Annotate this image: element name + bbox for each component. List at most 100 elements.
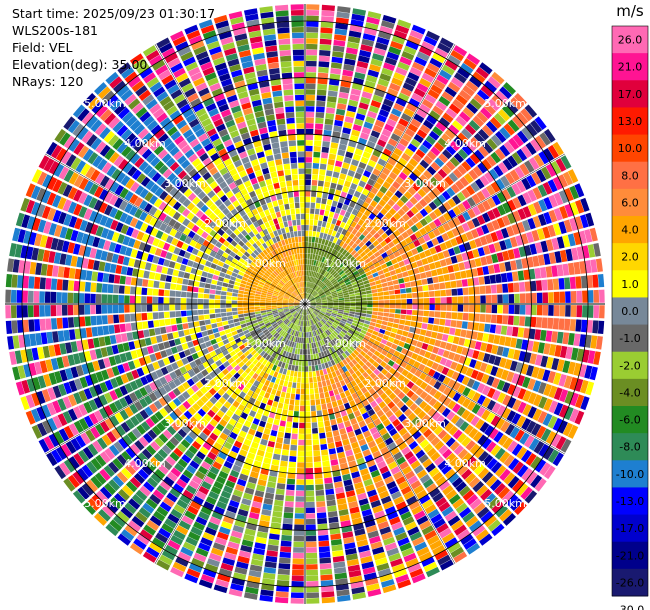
velocity-gate: [318, 66, 329, 74]
velocity-gate: [332, 295, 338, 298]
velocity-gate: [241, 326, 249, 332]
velocity-gate: [192, 315, 199, 322]
velocity-gate: [295, 307, 301, 311]
velocity-gate: [321, 363, 326, 370]
velocity-gate: [390, 355, 398, 363]
velocity-gate: [511, 443, 523, 456]
velocity-gate: [306, 4, 320, 10]
velocity-gate: [484, 80, 498, 93]
velocity-gate: [309, 382, 314, 389]
velocity-gate: [276, 408, 283, 415]
velocity-gate: [501, 215, 511, 227]
velocity-gate: [155, 265, 163, 273]
velocity-gate: [438, 383, 447, 393]
velocity-gate: [144, 384, 153, 394]
velocity-gate: [485, 475, 498, 488]
velocity-gate: [284, 506, 294, 513]
velocity-gate: [523, 269, 530, 280]
velocity-gate: [440, 418, 450, 429]
velocity-gate: [262, 352, 269, 359]
velocity-gate: [220, 304, 226, 309]
velocity-gate: [305, 270, 307, 276]
velocity-gate: [282, 301, 289, 304]
velocity-gate: [317, 421, 324, 428]
velocity-gate: [401, 418, 411, 427]
velocity-gate: [284, 345, 289, 352]
velocity-gate: [419, 272, 427, 279]
velocity-gate: [553, 192, 564, 206]
velocity-gate: [358, 498, 369, 506]
velocity-gate: [518, 246, 526, 258]
velocity-gate: [422, 233, 431, 242]
velocity-gate: [531, 229, 540, 242]
velocity-gate: [373, 232, 381, 240]
velocity-gate: [93, 337, 100, 348]
velocity-gate: [320, 333, 325, 339]
velocity-gate: [294, 305, 300, 308]
velocity-gate: [317, 341, 321, 347]
velocity-gate: [533, 440, 545, 454]
velocity-gate: [164, 311, 170, 319]
velocity-gate: [288, 376, 294, 382]
velocity-gate: [268, 475, 277, 483]
velocity-gate: [251, 319, 258, 324]
velocity-gate: [115, 375, 124, 386]
velocity-gate: [209, 516, 221, 526]
velocity-gate: [517, 401, 527, 414]
velocity-gate: [368, 337, 376, 344]
velocity-gate: [218, 396, 227, 405]
velocity-gate: [305, 320, 308, 327]
velocity-gate: [445, 312, 452, 319]
velocity-gate: [307, 259, 310, 265]
velocity-gate: [365, 375, 373, 383]
velocity-gate: [424, 384, 433, 394]
velocity-gate: [481, 224, 490, 235]
velocity-gate: [458, 243, 466, 253]
velocity-gate: [369, 236, 377, 244]
velocity-gate: [365, 225, 373, 233]
velocity-gate: [428, 317, 435, 324]
velocity-gate: [317, 180, 324, 187]
velocity-gate: [506, 225, 515, 237]
velocity-gate: [369, 364, 377, 372]
velocity-gate: [56, 239, 65, 252]
velocity-gate: [558, 277, 565, 290]
velocity-gate: [459, 111, 471, 123]
velocity-gate: [250, 506, 261, 514]
velocity-gate: [423, 404, 432, 414]
velocity-gate: [295, 490, 305, 497]
velocity-gate: [375, 203, 383, 212]
velocity-gate: [198, 511, 210, 521]
velocity-gate: [337, 226, 344, 234]
velocity-gate: [442, 222, 451, 232]
velocity-gate: [303, 332, 305, 338]
velocity-gate: [524, 316, 531, 327]
velocity-gate: [313, 311, 318, 316]
velocity-gate: [253, 324, 260, 330]
velocity-gate: [101, 369, 110, 381]
velocity-gate: [521, 468, 533, 481]
velocity-gate: [342, 415, 350, 422]
velocity-gate: [117, 488, 130, 501]
velocity-gate: [593, 305, 600, 319]
velocity-gate: [223, 551, 237, 561]
velocity-gate: [36, 422, 48, 437]
velocity-gate: [381, 470, 392, 480]
velocity-gate: [352, 332, 359, 338]
velocity-gate: [288, 302, 294, 304]
velocity-gate: [323, 386, 328, 393]
velocity-gate: [213, 367, 222, 375]
velocity-gate: [372, 94, 384, 103]
velocity-gate: [481, 385, 491, 396]
velocity-gate: [395, 66, 408, 77]
velocity-gate: [432, 105, 444, 116]
velocity-gate: [267, 440, 275, 448]
velocity-gate: [465, 231, 474, 241]
velocity-gate: [481, 409, 491, 421]
velocity-gate: [241, 364, 248, 371]
velocity-gate: [564, 277, 571, 290]
velocity-gate: [165, 325, 172, 333]
velocity-gate: [406, 219, 415, 228]
velocity-gate: [262, 365, 268, 373]
velocity-gate: [302, 349, 305, 355]
